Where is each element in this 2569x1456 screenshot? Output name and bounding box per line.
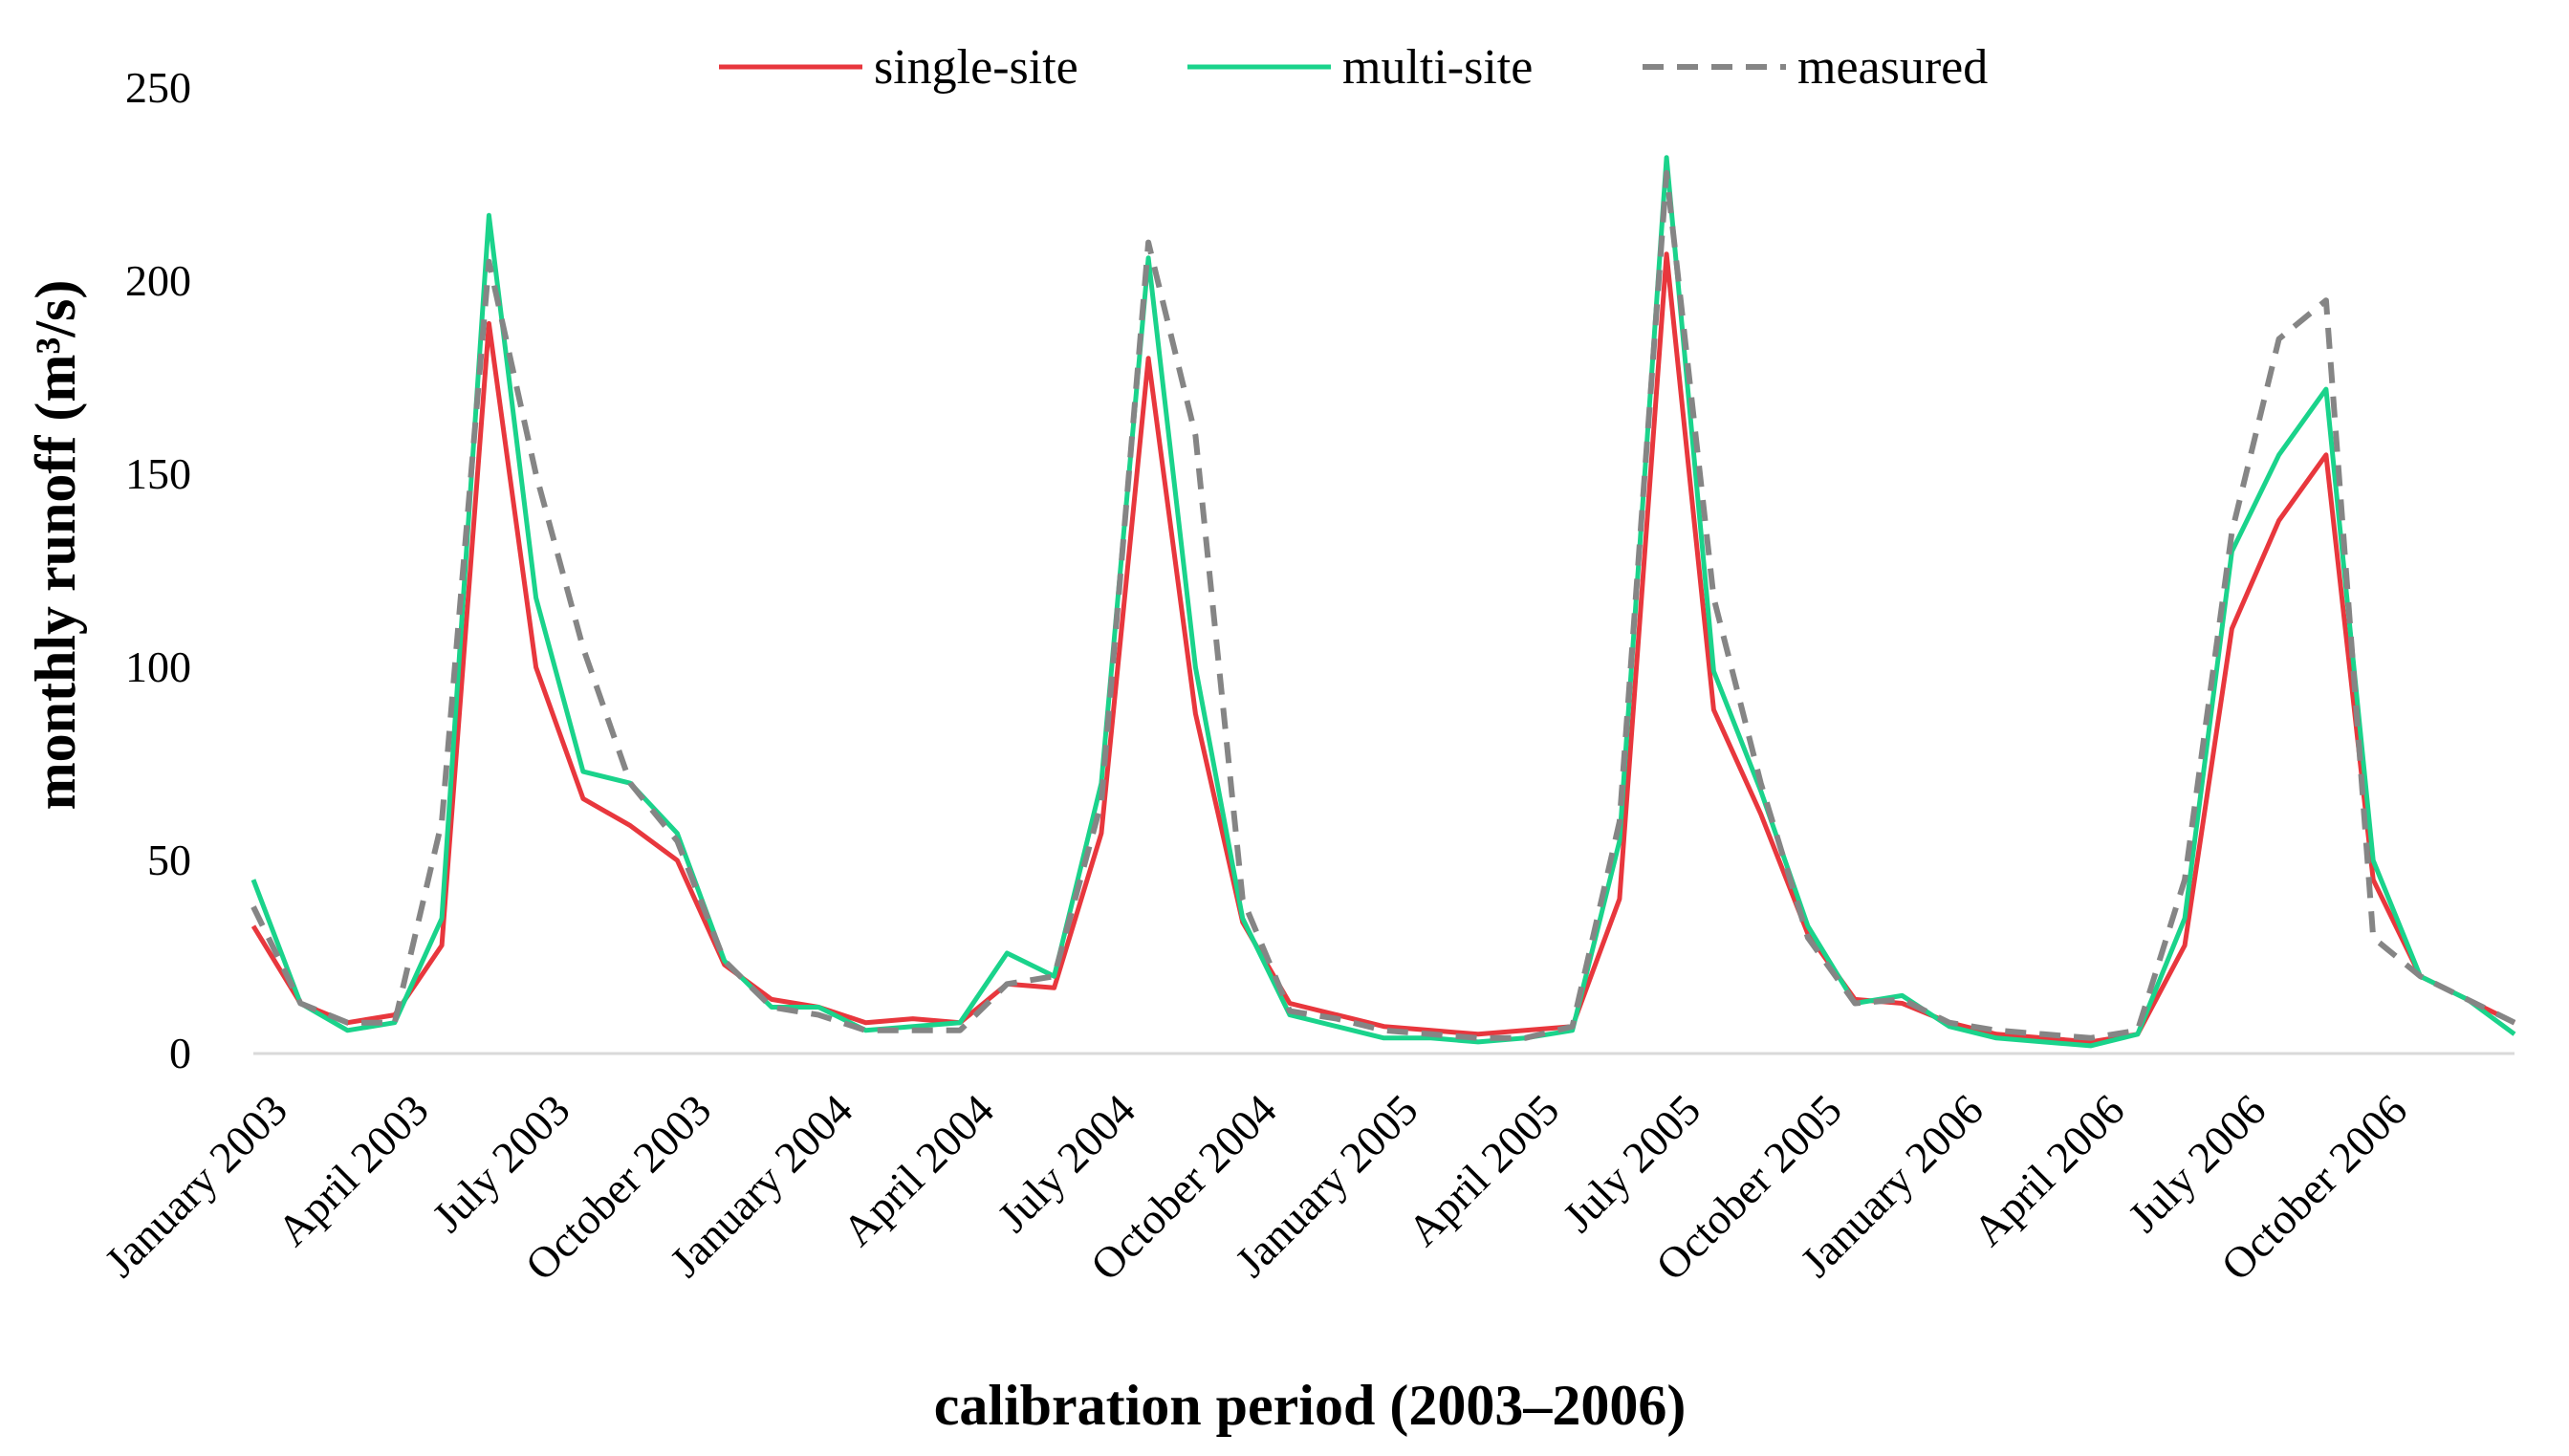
x-tick-label: April 2004 — [833, 1085, 1003, 1255]
y-tick-label: 250 — [125, 63, 191, 112]
x-axis-title: calibration period (2003–2006) — [934, 1374, 1687, 1437]
y-tick-label: 0 — [169, 1029, 191, 1077]
x-tick-label: April 2006 — [1964, 1085, 2134, 1255]
legend: single-site multi-site measured — [719, 40, 1988, 95]
series-layer — [250, 155, 2516, 1049]
series-line-measured — [250, 169, 2516, 1041]
x-tick-label: April 2005 — [1398, 1085, 1568, 1255]
x-tick-label: January 2003 — [96, 1085, 296, 1286]
series-line-single-site — [250, 251, 2516, 1045]
y-tick-label: 100 — [125, 642, 191, 691]
legend-label-measured: measured — [1797, 40, 1988, 95]
y-axis-ticks: 0 50 100 150 200 250 — [125, 63, 191, 1077]
x-tick-label: April 2003 — [268, 1085, 438, 1255]
legend-label-single-site: single-site — [874, 40, 1078, 95]
y-tick-label: 200 — [125, 256, 191, 305]
y-tick-label: 150 — [125, 449, 191, 498]
legend-label-multi-site: multi-site — [1342, 40, 1533, 95]
y-axis-title: monthly runoff (m³/s) — [24, 280, 87, 811]
y-tick-label: 50 — [147, 836, 191, 884]
